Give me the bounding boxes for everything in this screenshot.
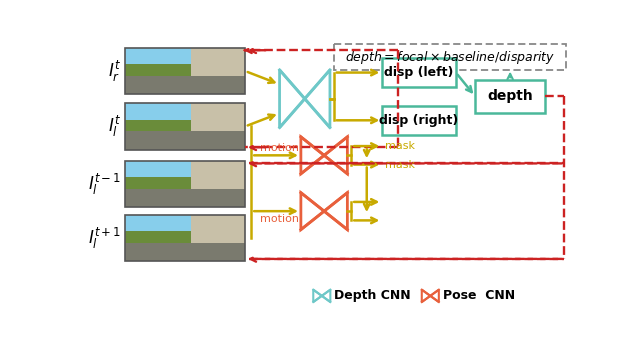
Bar [125, 48, 245, 94]
Bar [125, 231, 191, 243]
Text: disp (left): disp (left) [385, 66, 454, 79]
Bar [125, 76, 245, 94]
Text: motion: motion [260, 143, 300, 153]
Bar [125, 131, 245, 150]
Text: $I_l^{t+1}$: $I_l^{t+1}$ [88, 226, 121, 251]
FancyBboxPatch shape [334, 44, 566, 70]
Text: $I_l^t$: $I_l^t$ [108, 114, 121, 139]
Bar [191, 161, 245, 196]
FancyBboxPatch shape [476, 80, 545, 113]
Bar [191, 48, 245, 82]
Text: $\mathit{depth = focal \times baseline/disparity}$: $\mathit{depth = focal \times baseline/d… [345, 49, 555, 66]
Text: mask: mask [385, 141, 415, 151]
Bar [125, 64, 191, 76]
Bar [125, 189, 245, 207]
Bar [125, 161, 245, 180]
Bar [191, 103, 245, 138]
Bar [125, 161, 245, 207]
Bar [125, 103, 245, 122]
Bar [125, 103, 245, 150]
Bar [191, 215, 245, 250]
Text: disp (right): disp (right) [380, 114, 459, 127]
Text: motion: motion [260, 214, 300, 224]
Bar [125, 119, 191, 131]
Bar [125, 177, 191, 189]
Text: Depth CNN: Depth CNN [334, 289, 411, 302]
Bar [125, 243, 245, 261]
Text: depth: depth [487, 89, 533, 103]
FancyBboxPatch shape [382, 106, 456, 135]
Bar [125, 215, 245, 261]
Text: mask: mask [385, 160, 415, 169]
FancyBboxPatch shape [382, 58, 456, 87]
Text: $I_l^{t-1}$: $I_l^{t-1}$ [88, 172, 121, 197]
Bar [125, 48, 245, 66]
Bar [125, 215, 245, 234]
Text: Pose  CNN: Pose CNN [443, 289, 515, 302]
Text: $I_r^t$: $I_r^t$ [108, 58, 121, 84]
